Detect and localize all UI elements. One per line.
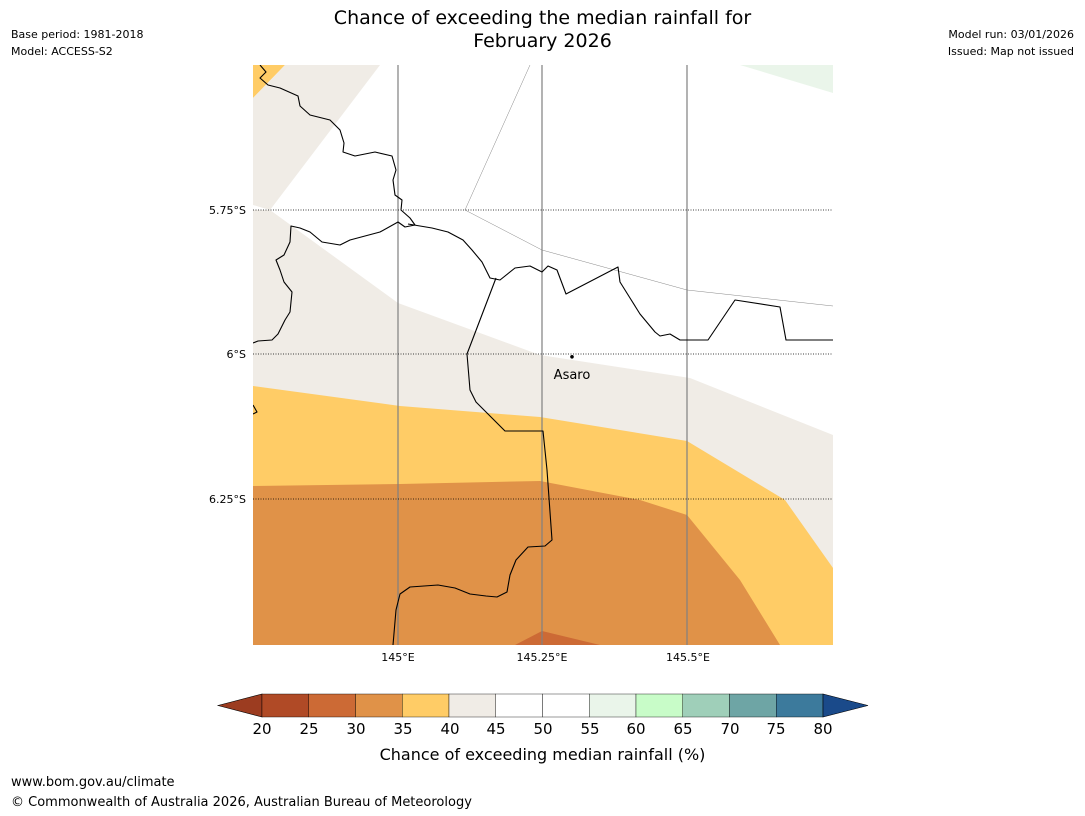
- boundary-fragment: [253, 404, 258, 415]
- lon-label-145-25e: 145.25°E: [517, 651, 568, 664]
- colorbar-segments: [216, 693, 869, 718]
- metadata-left: Base period: 1981-2018 Model: ACCESS-S2: [11, 26, 143, 60]
- fill-30-35-south: [253, 481, 780, 645]
- lon-label-145-5e: 145.5°E: [666, 651, 710, 664]
- lon-label-145e: 145°E: [381, 651, 414, 664]
- cb-tick: 35: [393, 720, 412, 738]
- cb-segment-65-70: [682, 693, 730, 718]
- cb-tick: 70: [720, 720, 739, 738]
- cb-tick: 20: [252, 720, 271, 738]
- title-line-1: Chance of exceeding the median rainfall …: [333, 7, 752, 29]
- cb-extend-low: [216, 693, 263, 718]
- cb-tick: 40: [440, 720, 459, 738]
- cb-segment-20-25: [261, 693, 309, 718]
- boundary-north: [407, 223, 833, 341]
- model-text: Model: ACCESS-S2: [11, 45, 113, 58]
- cb-tick: 25: [299, 720, 318, 738]
- issued-text: Issued: Map not issued: [947, 45, 1074, 58]
- cb-tick: 30: [346, 720, 365, 738]
- footer-copyright: © Commonwealth of Australia 2026, Austra…: [11, 795, 472, 810]
- model-run-text: Model run: 03/01/2026: [948, 28, 1074, 41]
- cb-segment-50-55: [542, 693, 590, 718]
- cb-segment-45-50: [495, 693, 543, 718]
- cb-segment-55-60: [589, 693, 637, 718]
- cb-segment-35-40: [402, 693, 450, 718]
- cb-tick: 55: [580, 720, 599, 738]
- cb-segment-25-30: [308, 693, 356, 718]
- cb-tick: 80: [813, 720, 832, 738]
- cb-segment-40-45: [448, 693, 496, 718]
- cb-segment-75-80: [776, 693, 824, 718]
- lat-label-5-75s: 5.75°S: [209, 204, 246, 217]
- lat-labels: 5.75°S 6°S 6.25°S: [209, 204, 246, 506]
- lat-label-6s: 6°S: [227, 348, 246, 361]
- colorbar-ticks: 20 25 30 35 40 45 50 55 60 65 70 75 80: [252, 720, 832, 738]
- fill-25-30-south: [515, 631, 600, 645]
- cb-tick: 75: [766, 720, 785, 738]
- fill-40-45-nw: [253, 65, 380, 210]
- cb-tick: 50: [533, 720, 552, 738]
- faint-line: [464, 65, 531, 211]
- lat-label-6-25s: 6.25°S: [209, 493, 246, 506]
- lon-labels: 145°E 145.25°E 145.5°E: [381, 651, 710, 664]
- fill-55-60-ne: [740, 65, 833, 93]
- map-title: Chance of exceeding the median rainfall …: [0, 7, 1085, 53]
- province-boundaries: [253, 65, 833, 645]
- place-dot: [570, 355, 574, 359]
- place-label: Asaro: [554, 368, 591, 383]
- base-period-text: Base period: 1981-2018: [11, 28, 144, 41]
- boundary-west: [253, 65, 416, 344]
- colorbar-label: Chance of exceeding median rainfall (%): [379, 745, 706, 764]
- cb-segment-60-65: [635, 693, 683, 718]
- cb-tick: 60: [626, 720, 645, 738]
- cb-tick: 45: [486, 720, 505, 738]
- meridian-lines: [397, 65, 688, 645]
- place-marker-asaro[interactable]: Asaro: [554, 355, 591, 383]
- faint-line: [464, 209, 833, 307]
- cb-segment-30-35: [355, 693, 403, 718]
- cb-segment-70-75: [729, 693, 777, 718]
- metadata-right: Model run: 03/01/2026 Issued: Map not is…: [948, 26, 1074, 60]
- boundary-central: [392, 277, 553, 645]
- rainfall-map[interactable]: 5.75°S 6°S 6.25°S 145°E 145.25°E 145.5°E…: [0, 0, 1085, 680]
- title-line-2: February 2026: [473, 30, 612, 52]
- parallel-lines: [253, 209, 833, 500]
- faint-contour-lines: [464, 65, 833, 307]
- cb-tick: 65: [673, 720, 692, 738]
- footer-url[interactable]: www.bom.gov.au/climate: [11, 775, 175, 790]
- cb-extend-high: [822, 693, 869, 718]
- colorbar: 20 25 30 35 40 45 50 55 60 65 70 75 80: [216, 693, 869, 738]
